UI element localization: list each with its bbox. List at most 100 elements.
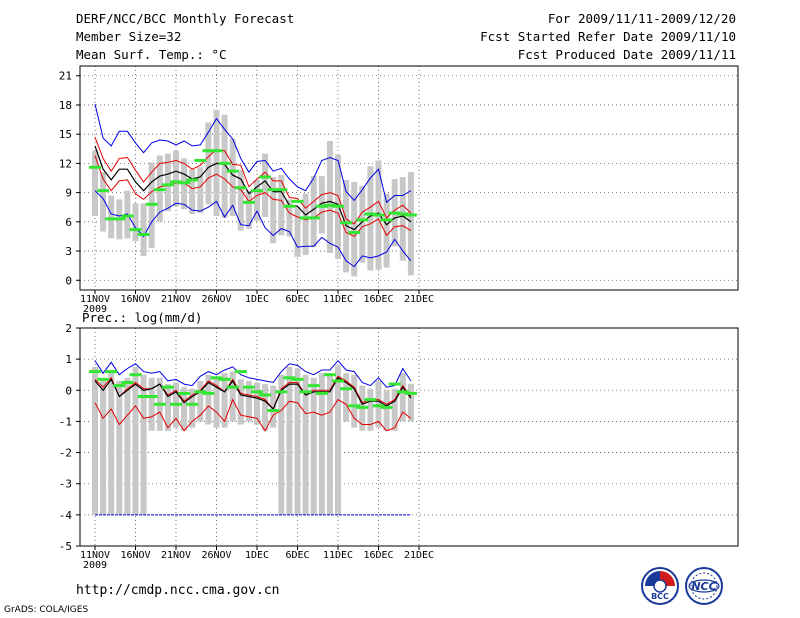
- prec-box: [197, 380, 204, 422]
- prec-median-mark: [226, 385, 239, 389]
- temp-y-tick-label: 3: [65, 245, 72, 258]
- prec-y-tick-label: 0: [65, 384, 72, 397]
- prec-p10-line: [94, 398, 412, 432]
- prec-box: [407, 384, 414, 422]
- temp-box: [262, 153, 269, 217]
- temp-box: [108, 195, 115, 239]
- temp-box: [310, 176, 317, 248]
- prec-panel-title: Prec.: log(mm/d): [82, 310, 202, 325]
- temp-median-mark: [89, 165, 101, 169]
- temp-x-tick-label: 11DEC: [323, 294, 353, 305]
- temp-box: [237, 170, 244, 231]
- prec-box: [108, 371, 115, 515]
- prec-median-mark: [97, 377, 110, 381]
- prec-median-mark: [372, 404, 385, 408]
- temp-median-mark: [251, 189, 263, 193]
- prec-box: [245, 380, 252, 422]
- prec-box: [270, 385, 277, 428]
- temp-median-mark: [372, 213, 385, 217]
- temp-x-tick-label: 26NOV: [201, 294, 231, 305]
- prec-box: [367, 388, 374, 431]
- prec-median-mark: [234, 370, 247, 374]
- prec-median-mark: [388, 382, 401, 386]
- prec-panel: -5 -4 -3 -2 -1 0 1 2 11NOV 16NOV 21NOV 26NOV 1DEC 6DE…: [59, 322, 739, 571]
- prec-box: [391, 388, 398, 431]
- prec-x-tick-label: 6DEC: [285, 550, 309, 561]
- prec-frame: [79, 327, 739, 547]
- prec-median-mark: [396, 390, 409, 394]
- prec-box: [221, 373, 228, 428]
- prec-box: [213, 377, 220, 428]
- temp-x-tick-label: 21NOV: [161, 294, 191, 305]
- temp-median-mark: [259, 175, 272, 179]
- temp-median-mark: [178, 181, 191, 185]
- prec-box: [302, 374, 309, 515]
- temp-median-mark: [364, 212, 377, 216]
- prec-max-line: [94, 359, 412, 388]
- temp-median-mark: [356, 218, 369, 222]
- temp-box: [254, 179, 260, 221]
- temp-median-mark: [291, 199, 304, 203]
- temp-median-mark: [226, 169, 239, 173]
- source-url[interactable]: http://cmdp.ncc.cma.gov.cn: [76, 583, 280, 598]
- prec-x-tick-label: 11DEC: [323, 550, 353, 561]
- temp-median-mark: [202, 149, 215, 153]
- prec-median-mark: [323, 373, 336, 377]
- temp-box: [359, 185, 366, 263]
- prec-x-tick-label: 1DEC: [245, 550, 269, 561]
- prec-y-tick-label: -5: [59, 540, 72, 553]
- prec-median-mark: [113, 384, 126, 388]
- temp-median-mark: [137, 232, 150, 236]
- prec-median-mark: [307, 384, 320, 388]
- temp-median-mark: [299, 216, 312, 220]
- temp-median-mark: [275, 188, 288, 192]
- temp-median-mark: [242, 200, 255, 204]
- prec-box: [148, 377, 155, 431]
- temp-x-year-label: 2009: [83, 304, 107, 315]
- temp-median-mark: [210, 149, 223, 153]
- temp-median-mark: [388, 211, 401, 215]
- temp-p90-line: [94, 136, 412, 225]
- temp-median-mark: [145, 202, 158, 206]
- prec-x-tick-label: 21DEC: [404, 550, 434, 561]
- temp-box: [197, 167, 204, 214]
- prec-x-year-label: 2009: [83, 560, 107, 571]
- prec-box: [310, 377, 317, 515]
- prec-box: [383, 390, 390, 431]
- prec-box: [116, 380, 123, 515]
- temp-box: [164, 153, 171, 212]
- prec-box: [399, 373, 406, 422]
- prec-box: [140, 374, 147, 515]
- fcst-started-label: Fcst Started Refer Date 2009/11/10: [480, 29, 736, 44]
- prec-box: [132, 366, 139, 515]
- prec-median-mark: [145, 395, 158, 399]
- prec-y-tick-label: -4: [59, 509, 73, 522]
- temp-median-mark: [396, 212, 409, 216]
- prec-median-mark: [186, 402, 199, 406]
- prec-box: [254, 382, 260, 425]
- temp-box: [245, 190, 252, 229]
- temp-box: [407, 172, 414, 276]
- prec-median-mark: [178, 391, 191, 395]
- prec-median-mark: [202, 391, 215, 395]
- temp-median-mark: [323, 203, 336, 207]
- temp-median-mark: [340, 221, 353, 225]
- prec-box: [343, 373, 350, 422]
- prec-box: [335, 365, 341, 515]
- temp-median-mark: [97, 189, 110, 193]
- temp-median-mark: [218, 161, 231, 165]
- temp-median-mark: [267, 188, 280, 192]
- temp-median-mark: [404, 213, 417, 217]
- temp-box: [326, 140, 333, 253]
- ncc-logo-icon: NCC: [685, 567, 723, 605]
- prec-median-mark: [275, 390, 288, 394]
- prec-median-mark: [153, 402, 166, 406]
- prec-box: [229, 371, 236, 422]
- prec-box: [278, 374, 285, 515]
- temp-box: [229, 139, 236, 216]
- temp-median-mark: [234, 186, 247, 190]
- prec-median-mark: [315, 391, 328, 395]
- temp-median-mark: [283, 204, 296, 208]
- temp-box: [367, 166, 374, 271]
